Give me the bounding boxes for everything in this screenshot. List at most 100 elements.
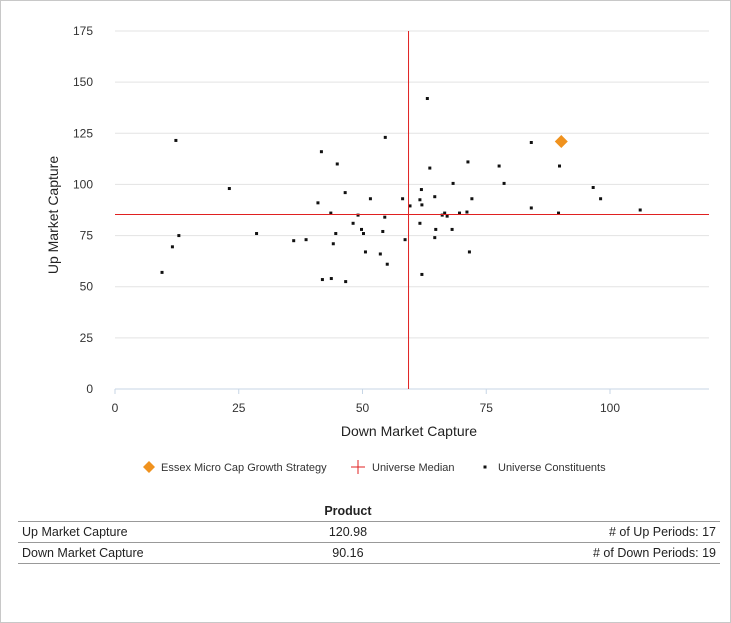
data-point	[433, 236, 437, 240]
y-tick-labels: 0 25 50 75 100 125 150 175	[73, 24, 93, 396]
data-point	[378, 252, 382, 256]
data-point	[502, 181, 506, 185]
table-row: Down Market Capture 90.16 # of Down Peri…	[18, 542, 720, 564]
data-point	[319, 150, 323, 154]
data-point	[334, 232, 338, 236]
stats-header-product: Product	[256, 500, 440, 522]
x-tick-label: 75	[480, 401, 494, 415]
data-point	[344, 280, 348, 284]
row-label-up: Up Market Capture	[18, 521, 257, 543]
data-point	[331, 242, 335, 246]
data-point	[443, 211, 447, 215]
data-point	[292, 239, 296, 243]
data-point	[419, 188, 423, 192]
data-point	[529, 140, 533, 144]
x-tick-label: 25	[232, 401, 246, 415]
legend-label-constituents: Universe Constituents	[498, 462, 606, 474]
data-point	[316, 201, 320, 205]
data-point	[458, 211, 462, 215]
data-point	[450, 227, 454, 231]
data-point	[361, 232, 365, 236]
legend-item-constituents: Universe Constituents	[483, 462, 606, 474]
data-point	[434, 227, 438, 231]
x-tick-label: 0	[112, 401, 119, 415]
y-tick-label: 100	[73, 177, 93, 191]
row-label-down: Down Market Capture	[18, 542, 257, 564]
data-point	[418, 198, 422, 202]
data-point	[329, 211, 333, 215]
legend-label-median: Universe Median	[372, 462, 455, 474]
data-point	[351, 221, 355, 225]
data-point	[383, 135, 387, 139]
data-point	[360, 227, 364, 231]
data-point	[343, 191, 347, 195]
data-point	[420, 203, 424, 207]
row-periods-down: # of Down Periods: 19	[439, 542, 720, 564]
x-tick-label: 50	[356, 401, 370, 415]
data-point	[418, 221, 422, 225]
y-tick-label: 50	[80, 280, 94, 294]
data-point	[385, 262, 389, 266]
data-point	[467, 250, 471, 254]
data-point	[451, 181, 455, 185]
x-tick-label: 100	[600, 401, 620, 415]
product-point	[554, 135, 568, 149]
row-periods-up: # of Up Periods: 17	[439, 521, 720, 543]
y-axis-title: Up Market Capture	[45, 156, 61, 274]
legend-square-marker	[483, 465, 487, 469]
y-tick-label: 25	[80, 331, 94, 345]
universe-constituents-points	[160, 97, 642, 284]
data-point	[170, 245, 174, 249]
y-tick-label: 175	[73, 24, 93, 38]
data-point	[470, 197, 474, 201]
gridlines	[115, 30, 709, 339]
legend-item-product: Essex Micro Cap Growth Strategy	[143, 461, 327, 474]
data-point	[160, 270, 164, 274]
data-point	[465, 210, 469, 214]
data-point	[638, 208, 642, 212]
data-point	[428, 166, 432, 170]
y-tick-label: 150	[73, 75, 93, 89]
data-point	[591, 185, 595, 189]
data-point	[420, 272, 424, 276]
table-row: Up Market Capture 120.98 # of Up Periods…	[18, 521, 720, 543]
data-point	[599, 197, 603, 201]
stats-table: Product Up Market Capture 120.98 # of Up…	[18, 500, 720, 564]
data-point	[227, 187, 231, 191]
data-point	[557, 211, 561, 215]
data-point	[529, 206, 533, 210]
data-point	[335, 162, 339, 166]
data-point	[255, 232, 259, 236]
data-point	[425, 97, 429, 101]
row-value-down: 90.16	[256, 542, 440, 564]
legend-item-median: Universe Median	[351, 460, 455, 474]
data-point	[356, 213, 360, 217]
universe-median-crosshair	[115, 31, 709, 389]
data-point	[329, 277, 333, 281]
x-tick-labels: 0 25 50 75 100	[112, 401, 621, 415]
data-point	[408, 204, 412, 208]
scatter-chart: 0 25 50 75 100 125 150 175 0 25 50 75 100 Down Mark…	[45, 24, 709, 474]
data-point	[368, 197, 372, 201]
data-point	[497, 164, 501, 168]
data-point	[174, 138, 178, 142]
y-tick-label: 75	[80, 229, 94, 243]
y-tick-label: 125	[73, 126, 93, 140]
data-point	[383, 215, 387, 219]
row-value-up: 120.98	[256, 521, 440, 543]
data-point	[558, 164, 562, 168]
data-point	[363, 250, 367, 254]
data-point	[381, 229, 385, 233]
data-point	[466, 160, 470, 164]
data-point	[401, 197, 405, 201]
data-point	[304, 238, 308, 242]
data-point	[177, 234, 181, 238]
legend-diamond-marker	[143, 461, 155, 473]
stats-header-row: Product	[18, 500, 720, 522]
data-point	[440, 213, 444, 217]
data-point	[320, 278, 324, 282]
data-point	[433, 195, 437, 199]
product-diamond	[554, 135, 568, 149]
legend-label-product: Essex Micro Cap Growth Strategy	[161, 462, 327, 474]
data-point	[403, 238, 407, 242]
